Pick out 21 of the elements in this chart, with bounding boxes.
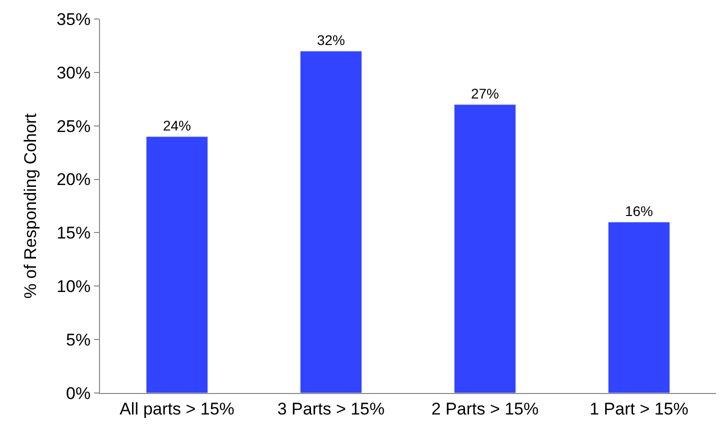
bar [608, 222, 670, 393]
y-tick-label: 30% [56, 63, 91, 82]
y-tick-label: 35% [56, 10, 91, 29]
y-axis-title: % of Responding Cohort [21, 113, 40, 299]
y-tick-label: 15% [56, 224, 91, 243]
x-tick-label: 1 Part > 15% [590, 399, 688, 418]
bar [454, 104, 516, 393]
data-label: 16% [624, 203, 654, 220]
y-tick-label: 25% [56, 116, 91, 136]
y-tick-label: 10% [56, 277, 91, 296]
y-tick-label: 0% [66, 384, 91, 403]
x-tick-label: 2 Parts > 15% [431, 399, 539, 418]
x-tick-label: 3 Parts > 15% [277, 399, 385, 418]
y-tick-label: 20% [56, 170, 91, 190]
bar [300, 50, 362, 393]
x-tick-label: All parts > 15% [120, 399, 234, 418]
data-label: 24% [162, 118, 192, 134]
y-tick-label: 5% [66, 330, 91, 350]
data-label: 27% [470, 85, 500, 102]
bar [146, 136, 208, 393]
data-label: 32% [316, 32, 346, 48]
